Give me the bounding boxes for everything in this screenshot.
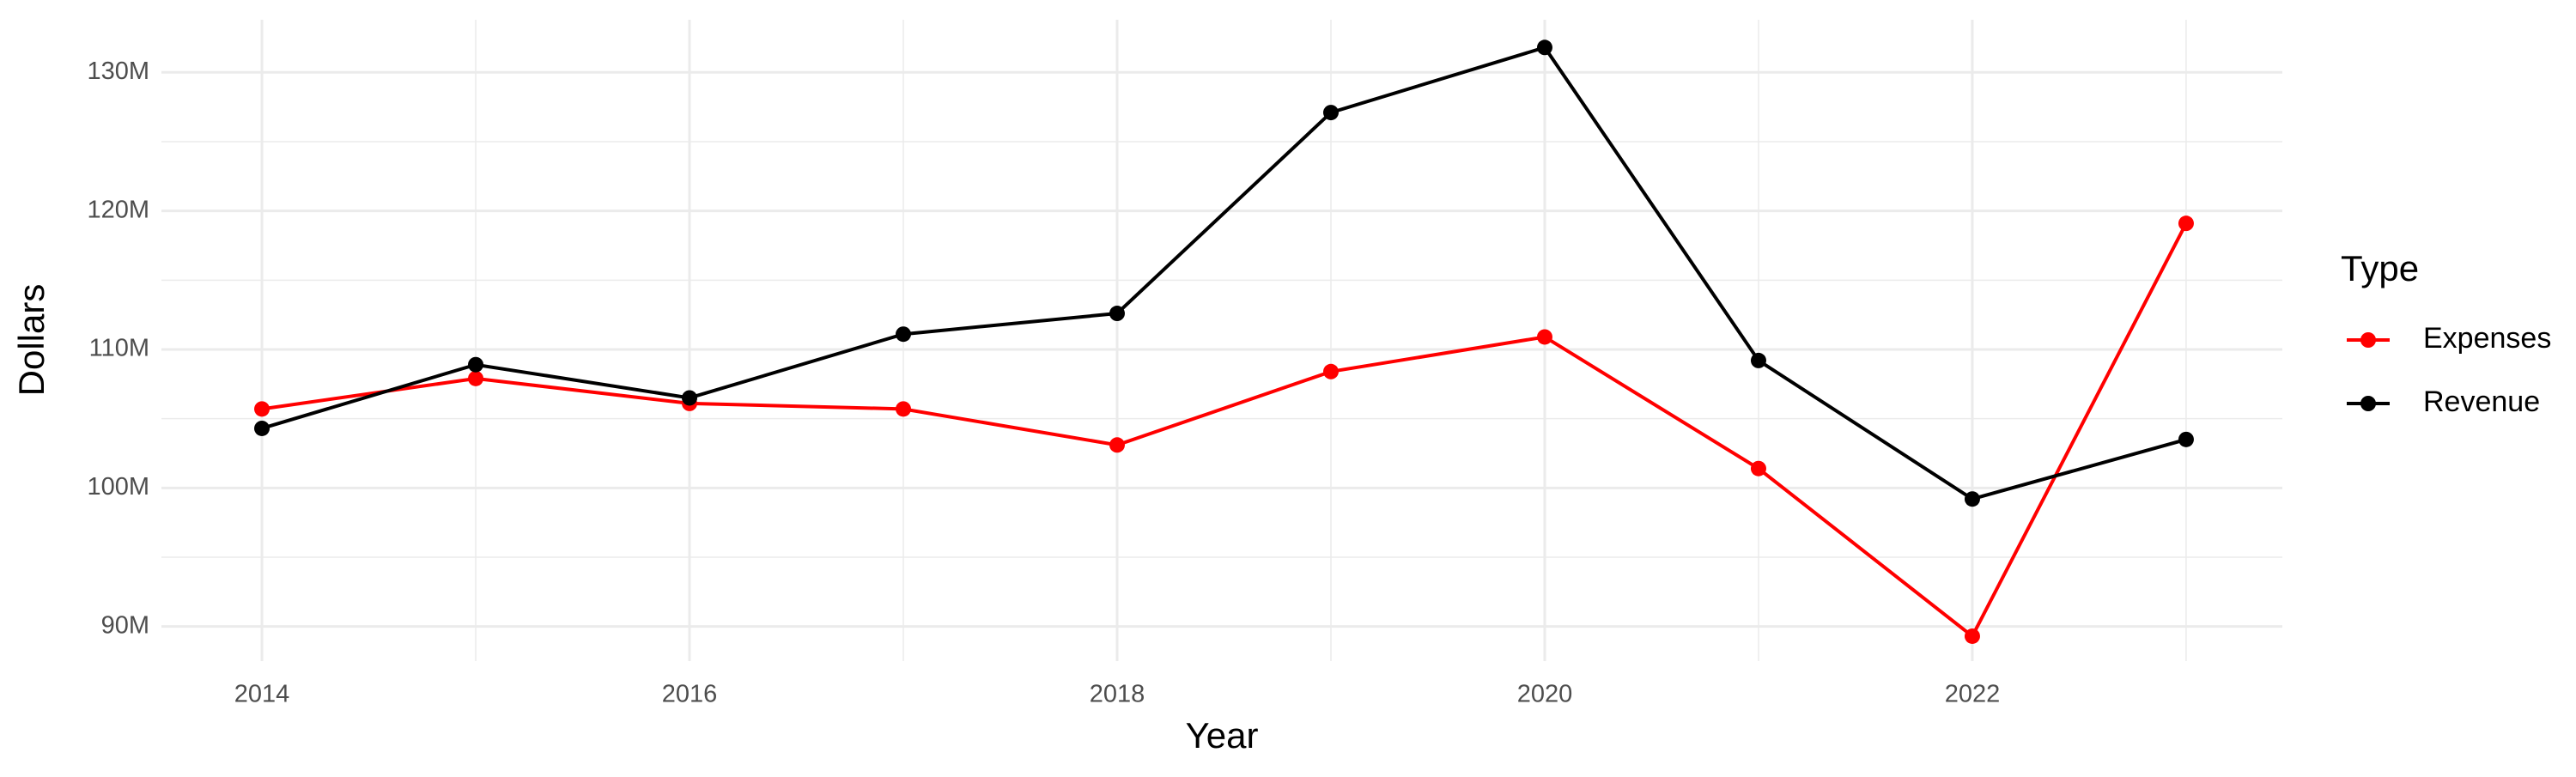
legend-label: Expenses [2423, 322, 2551, 355]
x-tick-label: 2022 [1945, 681, 2001, 708]
legend-marker [2360, 332, 2376, 348]
series-line [261, 45, 2187, 501]
grid: 90M 100M 110M 120M 130M 2014 2016 2018 2020 2022 [87, 20, 2282, 708]
plot-area [254, 39, 2194, 644]
x-tick-label: 2014 [234, 681, 290, 708]
y-axis-title: Dollars [11, 284, 52, 397]
data-point [1536, 39, 1552, 56]
data-point [254, 401, 270, 417]
data-point [1109, 437, 1125, 453]
legend: Type Expenses Revenue [2341, 248, 2551, 418]
series-line [261, 222, 2188, 640]
data-point [2178, 431, 2194, 447]
legend-title: Type [2341, 248, 2419, 288]
data-point [468, 370, 484, 386]
y-tick-label: 90M [101, 611, 149, 639]
x-tick-label: 2016 [662, 681, 718, 708]
data-point [896, 326, 912, 343]
data-point [1750, 460, 1766, 477]
data-point [1109, 306, 1125, 322]
legend-label: Revenue [2423, 385, 2540, 418]
data-point [2178, 215, 2194, 232]
y-tick-label: 120M [87, 196, 149, 223]
data-point [1536, 329, 1552, 345]
data-point [896, 401, 912, 417]
data-point [1322, 105, 1339, 121]
data-point [1964, 628, 1980, 644]
data-point [1964, 491, 1980, 507]
data-point [682, 390, 698, 406]
legend-marker [2360, 396, 2376, 411]
y-tick-label: 130M [87, 58, 149, 85]
data-point [1322, 363, 1339, 379]
data-point [1750, 352, 1766, 368]
y-tick-label: 100M [87, 473, 149, 501]
y-tick-label: 110M [89, 335, 149, 362]
data-point [468, 356, 484, 373]
data-point [254, 420, 270, 436]
x-axis-title: Year [1186, 715, 1259, 756]
x-tick-label: 2020 [1517, 681, 1573, 708]
x-tick-label: 2018 [1090, 681, 1145, 708]
